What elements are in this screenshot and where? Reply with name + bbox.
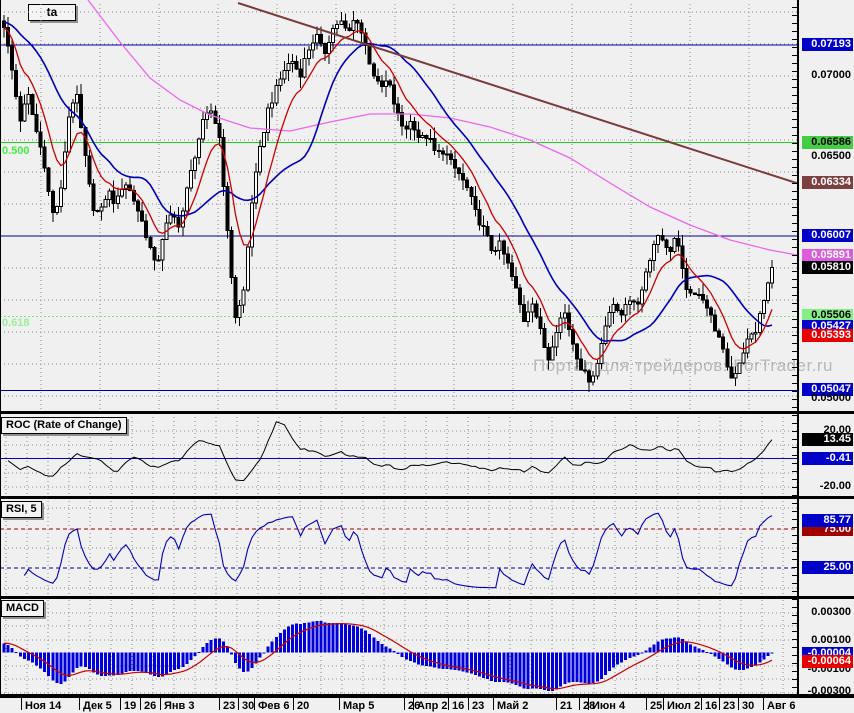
date-label: Апр 2 (417, 700, 448, 712)
price-label: 0.06334 (802, 176, 853, 189)
date-tick (719, 698, 720, 710)
price-label: 0.05047 (802, 383, 853, 396)
date-label: Авг 6 (767, 700, 796, 712)
price-label: 0.05000 (811, 392, 851, 404)
price-axis[interactable]: 0.07193 0.07000 0.06586 0.06500 0.06334 0.060… (797, 0, 854, 698)
date-label: 20 (297, 700, 310, 712)
chart-canvas[interactable] (0, 0, 797, 698)
price-label: -0.00064 (802, 655, 853, 668)
date-tick (579, 698, 580, 710)
price-label: 25.00 (802, 561, 853, 574)
date-label: Дек 5 (83, 700, 112, 712)
price-label: 0.05393 (802, 329, 853, 342)
date-tick (339, 698, 340, 710)
date-tick (413, 698, 414, 710)
date-tick (701, 698, 702, 710)
date-tick (238, 698, 239, 710)
date-label: 28 (583, 700, 596, 712)
date-tick (79, 698, 80, 710)
date-label: 23 (223, 700, 236, 712)
price-label: 13.45 (802, 433, 853, 446)
date-tick (588, 698, 589, 710)
date-label: 30 (742, 700, 755, 712)
date-tick (404, 698, 405, 710)
date-label: 25 (650, 700, 663, 712)
date-label: Ноя 14 (25, 700, 62, 712)
date-label: 23 (723, 700, 736, 712)
price-label: -20.00 (819, 480, 851, 492)
price-axis-ticks (792, 0, 797, 698)
roc-label-box[interactable]: ROC (Rate of Change) (1, 417, 127, 434)
date-tick (120, 698, 121, 710)
date-label: 26 (408, 700, 421, 712)
date-label: Май 2 (497, 700, 529, 712)
date-tick (646, 698, 647, 710)
date-tick (448, 698, 449, 710)
date-axis[interactable]: Ноя 14 Дек 5 19 26 Янв 3 23 30 Фев 6 20 Мар 5 26 Ап… (0, 698, 854, 713)
price-label: 0.07000 (811, 69, 851, 81)
date-tick (160, 698, 161, 710)
chart-left-border (0, 0, 1, 698)
date-tick (219, 698, 220, 710)
price-label: 0.07193 (802, 38, 853, 51)
date-tick (293, 698, 294, 710)
price-label: 0.00300 (811, 606, 851, 618)
date-label: Июн 4 (592, 700, 626, 712)
date-tick (140, 698, 141, 710)
price-label: 0.05506 (802, 309, 853, 322)
price-label: 0.06007 (802, 229, 853, 242)
watermark: Портал для трейдеров. ForTrader.ru (533, 356, 834, 375)
price-label: 85.77 (802, 514, 853, 527)
date-tick (493, 698, 494, 710)
fib-level-label: 0.618 (2, 317, 30, 329)
date-tick (763, 698, 764, 710)
date-label: 19 (124, 700, 137, 712)
date-tick (254, 698, 255, 710)
panel-separator (0, 694, 854, 698)
date-tick (556, 698, 557, 710)
price-label: -0.41 (802, 452, 853, 465)
price-label: 0.05810 (802, 261, 853, 274)
panel-separator (0, 496, 854, 499)
macd-label-box[interactable]: MACD (1, 600, 44, 617)
date-label: 26 (144, 700, 157, 712)
date-tick (663, 698, 664, 710)
date-label: Июл 2 (667, 700, 701, 712)
date-label: 16 (452, 700, 465, 712)
date-tick (468, 698, 469, 710)
panel-separator (0, 596, 854, 599)
panel-separator (0, 411, 854, 414)
date-label: Фев 6 (258, 700, 290, 712)
rsi-label-box[interactable]: RSI, 5 (1, 501, 42, 518)
price-label: 0.06500 (811, 150, 851, 162)
date-label: 21 (560, 700, 573, 712)
date-label: Мар 5 (343, 700, 375, 712)
date-tick (21, 698, 22, 710)
price-label: 0.06586 (802, 136, 853, 149)
fib-level-label: 0.500 (2, 145, 30, 157)
price-label: 0.00100 (811, 634, 851, 646)
date-tick (738, 698, 739, 710)
date-label: 16 (705, 700, 718, 712)
price-label: 0.05891 (802, 249, 853, 262)
date-label: 30 (242, 700, 255, 712)
date-label: 23 (472, 700, 485, 712)
date-label: Янв 3 (164, 700, 195, 712)
